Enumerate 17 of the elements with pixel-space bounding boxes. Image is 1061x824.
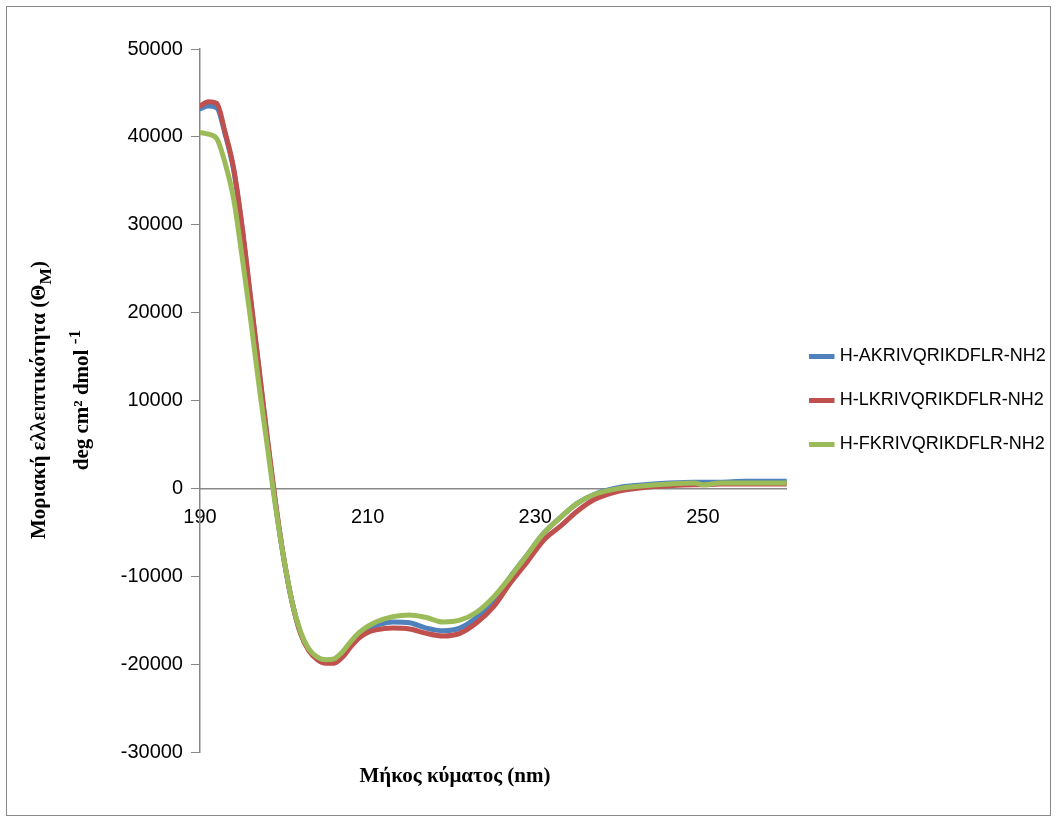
y-tick-label: 10000 [127, 388, 183, 411]
y-tick-label: 50000 [127, 36, 183, 59]
x-axis-title: Μήκος κύματος (nm) [359, 763, 551, 788]
x-tick-label: 230 [518, 504, 552, 527]
y-tick-label: -20000 [120, 651, 183, 674]
legend-label: H-AKRIVQRIKDFLR-NH2 [839, 345, 1046, 366]
y-tick-label: -10000 [120, 563, 183, 586]
legend-label: H-LKRIVQRIKDFLR-NH2 [839, 389, 1044, 410]
y-tick-label: 30000 [127, 212, 183, 235]
y-tick-label: -30000 [120, 739, 183, 762]
y-tick-label: 20000 [127, 300, 183, 323]
y-tick-label: 0 [171, 475, 183, 498]
x-tick-label: 250 [686, 504, 720, 527]
x-tick-label: 190 [183, 504, 217, 527]
y-tick-label: 40000 [127, 124, 183, 147]
x-tick-label: 210 [350, 504, 385, 527]
legend-label: H-FKRIVQRIKDFLR-NH2 [839, 433, 1045, 454]
